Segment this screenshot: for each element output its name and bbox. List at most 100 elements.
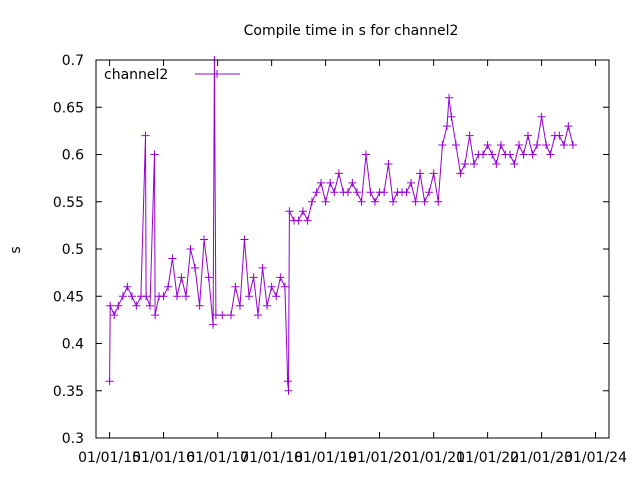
data-point-marker xyxy=(258,263,267,272)
data-point-marker xyxy=(182,292,191,301)
chart-title: Compile time in s for channel2 xyxy=(244,23,459,39)
data-point-marker xyxy=(445,93,454,102)
data-point-marker xyxy=(357,197,366,206)
data-point-marker xyxy=(389,197,398,206)
data-point-marker xyxy=(294,216,303,225)
data-point-marker xyxy=(272,292,281,301)
data-point-marker xyxy=(519,150,528,159)
data-point-marker xyxy=(276,273,285,282)
y-tick-label: 0.7 xyxy=(62,53,84,69)
x-tick-label: 01/01/24 xyxy=(564,450,627,466)
data-point-marker xyxy=(411,197,420,206)
data-point-marker xyxy=(523,131,532,140)
data-point-marker xyxy=(164,282,173,291)
data-point-marker xyxy=(361,150,370,159)
data-point-marker xyxy=(303,216,312,225)
y-tick-label: 0.65 xyxy=(53,100,84,116)
data-point-marker xyxy=(479,150,488,159)
data-point-marker xyxy=(141,131,150,140)
data-point-marker xyxy=(352,188,361,197)
legend-label-channel2: channel2 xyxy=(104,67,168,83)
data-point-marker xyxy=(191,263,200,272)
data-point-marker xyxy=(510,159,519,168)
data-point-marker xyxy=(366,188,375,197)
x-tick-label: 01/01/16 xyxy=(132,450,195,466)
data-point-marker xyxy=(150,150,159,159)
legend-marker-channel2 xyxy=(213,70,221,78)
y-axis-label: s xyxy=(8,246,24,253)
data-point-marker xyxy=(384,159,393,168)
data-point-marker xyxy=(470,159,479,168)
x-tick-label: 01/01/21 xyxy=(402,450,465,466)
data-point-marker xyxy=(416,169,425,178)
data-point-marker xyxy=(334,169,343,178)
data-point-marker xyxy=(496,141,505,150)
x-tick-label: 01/01/18 xyxy=(240,450,303,466)
data-point-marker xyxy=(533,141,542,150)
data-point-marker xyxy=(537,112,546,121)
data-point-marker xyxy=(200,235,209,244)
x-axis-ticks: 01/01/1501/01/1601/01/1701/01/1801/01/19… xyxy=(78,60,627,466)
data-point-marker xyxy=(186,245,195,253)
data-point-marker xyxy=(451,141,460,150)
data-point-marker xyxy=(284,386,293,395)
data-point-marker xyxy=(456,169,465,178)
data-point-marker xyxy=(407,178,416,187)
data-point-marker xyxy=(159,292,168,301)
y-tick-label: 0.5 xyxy=(62,242,84,258)
data-point-marker xyxy=(267,282,276,291)
data-point-marker xyxy=(142,292,151,301)
data-point-marker xyxy=(245,292,254,301)
data-point-marker xyxy=(145,301,154,310)
data-point-marker xyxy=(209,320,218,329)
data-point-marker xyxy=(218,311,227,320)
data-point-marker xyxy=(195,301,204,310)
data-point-marker xyxy=(429,169,438,178)
data-point-marker xyxy=(151,311,160,320)
x-tick-label: 01/01/17 xyxy=(186,450,249,466)
series-group xyxy=(105,56,577,395)
data-point-marker xyxy=(447,112,456,121)
data-point-marker xyxy=(263,301,272,310)
y-tick-label: 0.55 xyxy=(53,195,84,211)
data-point-marker xyxy=(204,273,213,282)
data-point-marker xyxy=(317,178,326,187)
data-point-marker xyxy=(173,292,182,301)
series-line-channel2 xyxy=(109,59,574,391)
data-point-marker xyxy=(312,188,321,197)
data-point-marker xyxy=(461,159,470,168)
data-point-marker xyxy=(123,282,132,291)
data-point-marker xyxy=(321,197,330,206)
data-point-marker xyxy=(330,188,339,197)
x-tick-label: 01/01/19 xyxy=(294,450,357,466)
data-point-marker xyxy=(488,150,497,159)
data-point-marker xyxy=(127,292,136,301)
y-tick-label: 0.45 xyxy=(53,289,84,305)
x-tick-label: 01/01/23 xyxy=(510,450,573,466)
data-point-marker xyxy=(177,273,186,282)
plot-frame xyxy=(95,59,610,439)
x-tick-label: 01/01/20 xyxy=(348,450,411,466)
x-tick-label: 01/01/15 xyxy=(78,450,141,466)
data-point-marker xyxy=(106,301,115,310)
data-point-marker xyxy=(505,150,514,159)
data-point-marker xyxy=(465,131,474,140)
y-tick-label: 0.3 xyxy=(62,431,84,447)
data-point-marker xyxy=(240,235,249,244)
data-point-marker xyxy=(326,178,335,187)
data-point-marker xyxy=(568,141,577,150)
data-point-marker xyxy=(285,207,294,216)
data-point-marker xyxy=(249,273,258,282)
data-point-marker xyxy=(555,131,564,140)
data-point-marker xyxy=(402,188,411,197)
data-point-marker xyxy=(254,311,263,320)
data-point-marker xyxy=(231,282,240,291)
data-point-marker xyxy=(528,150,537,159)
x-tick-label: 01/01/22 xyxy=(456,450,519,466)
data-point-marker xyxy=(226,311,235,320)
data-point-marker xyxy=(514,141,523,150)
data-point-marker xyxy=(434,197,443,206)
y-tick-label: 0.6 xyxy=(62,148,84,164)
data-point-marker xyxy=(283,377,292,386)
data-point-marker xyxy=(348,178,357,187)
